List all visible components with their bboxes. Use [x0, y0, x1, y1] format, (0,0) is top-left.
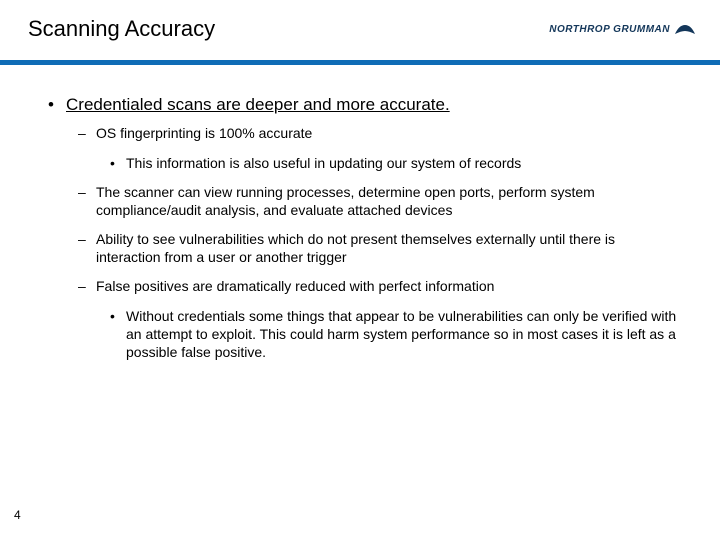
slide: Scanning Accuracy NORTHROP GRUMMAN Crede…: [0, 0, 720, 540]
bullet-lvl3: This information is also useful in updat…: [110, 155, 680, 173]
bullet-lvl2: False positives are dramatically reduced…: [78, 278, 680, 296]
header-rule: [0, 60, 720, 65]
page-number: 4: [14, 508, 21, 522]
bullet-lvl2: Ability to see vulnerabilities which do …: [78, 231, 680, 266]
bullet-lvl2: OS fingerprinting is 100% accurate: [78, 125, 680, 143]
logo-text: NORTHROP GRUMMAN: [549, 24, 670, 35]
content-area: Credentialed scans are deeper and more a…: [48, 95, 680, 374]
bullet-lvl3: Without credentials some things that app…: [110, 308, 680, 362]
bullet-lvl2: The scanner can view running processes, …: [78, 184, 680, 219]
bullet-lvl1: Credentialed scans are deeper and more a…: [48, 95, 680, 115]
slide-title: Scanning Accuracy: [28, 16, 215, 42]
title-row: Scanning Accuracy NORTHROP GRUMMAN: [28, 16, 696, 42]
company-logo: NORTHROP GRUMMAN: [549, 23, 696, 35]
logo-mark-icon: [674, 23, 696, 35]
